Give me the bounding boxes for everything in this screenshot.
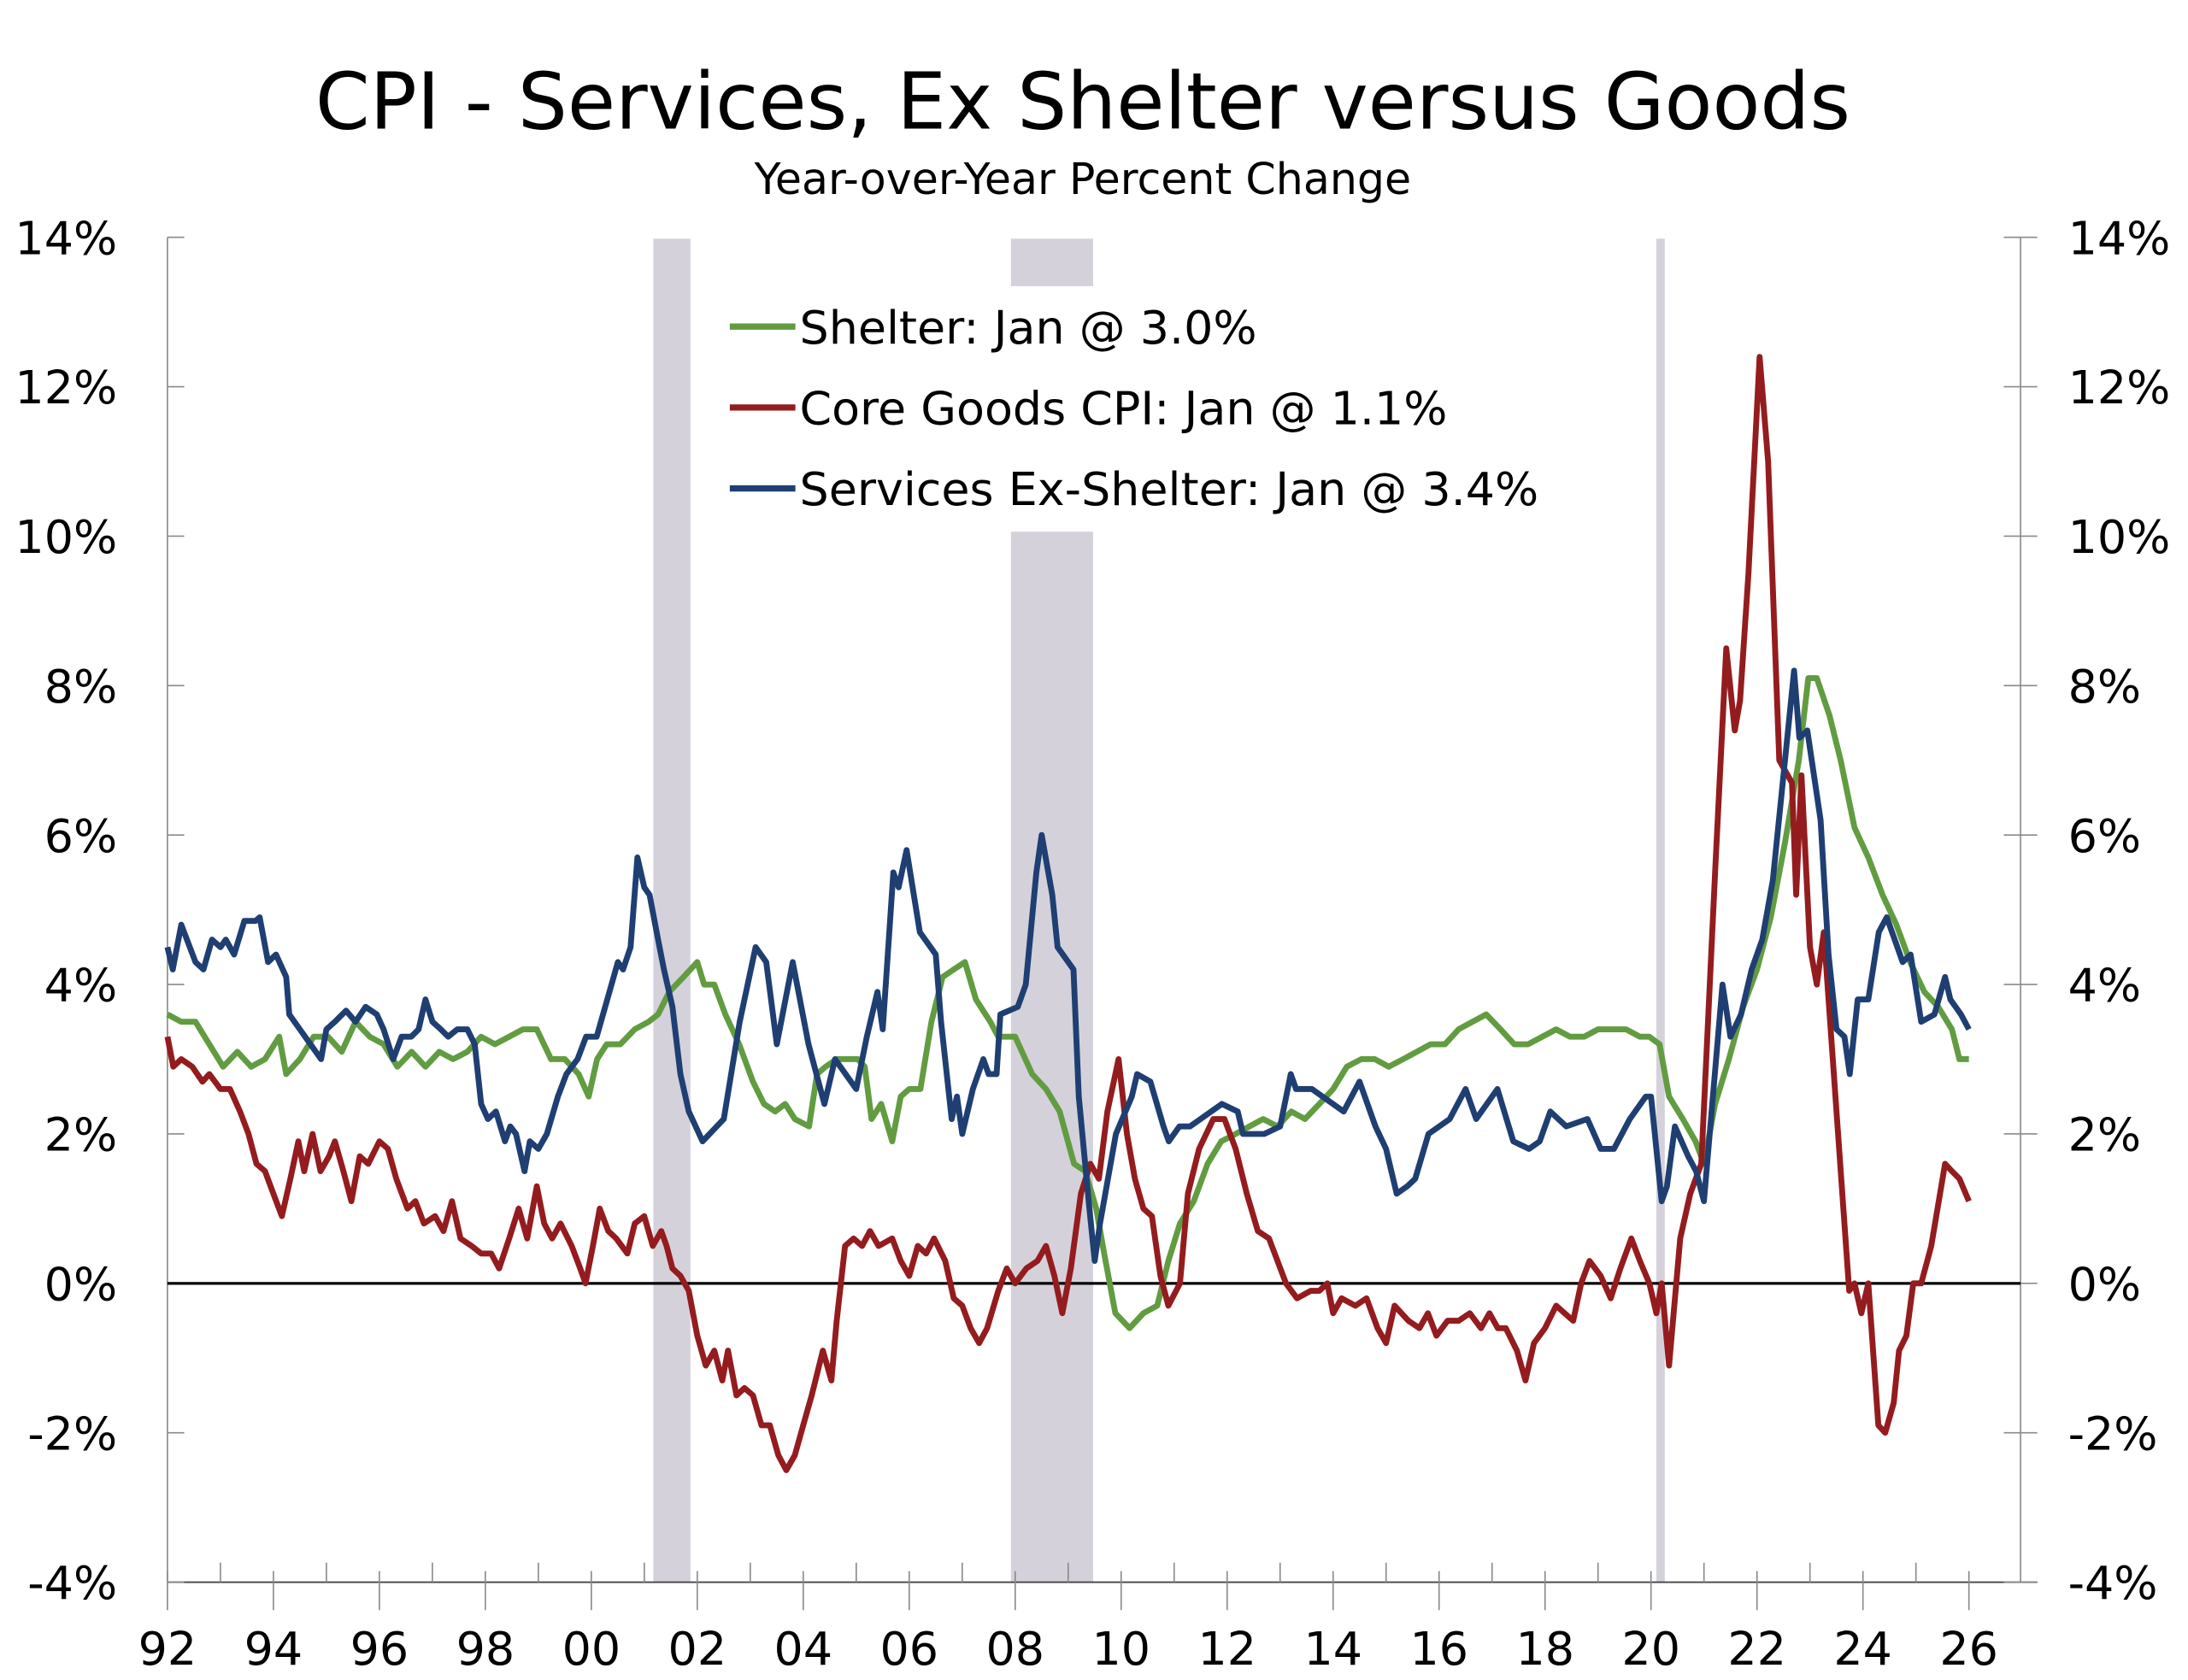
y-tick-label-left: -2% (27, 1407, 117, 1460)
y-tick-label-left: 8% (44, 660, 117, 714)
x-tick-label: 24 (1833, 1622, 1892, 1676)
x-tick-label: 10 (1092, 1622, 1151, 1676)
series-lines (164, 354, 1972, 1473)
y-tick-label-left: 6% (44, 809, 117, 863)
x-tick-label: 02 (668, 1622, 727, 1676)
x-tick-label: 26 (1939, 1622, 1998, 1676)
y-tick-label-right: 14% (2068, 211, 2171, 265)
x-tick-label: 08 (986, 1622, 1045, 1676)
x-tick-label: 94 (244, 1622, 303, 1676)
recession-bar (1656, 238, 1665, 1583)
x-tick-label: 22 (1727, 1622, 1786, 1676)
chart-subtitle: Year-over-Year Percent Change (754, 154, 1412, 204)
y-tick-label-right: 10% (2068, 510, 2171, 564)
y-tick-label-right: 0% (2068, 1257, 2141, 1311)
recession-bar (653, 238, 691, 1583)
legend-label: Shelter: Jan @ 3.0% (800, 301, 1257, 355)
x-tick-label: 04 (774, 1622, 833, 1676)
y-tick-label-right: 12% (2068, 361, 2171, 414)
y-tick-label-right: 2% (2068, 1108, 2141, 1162)
legend-label: Core Goods CPI: Jan @ 1.1% (800, 381, 1448, 435)
x-tick-label: 96 (350, 1622, 409, 1676)
y-tick-label-left: 0% (44, 1257, 117, 1311)
x-tick-label: 12 (1198, 1622, 1257, 1676)
chart-title: CPI - Services, Ex Shelter versus Goods (315, 56, 1850, 147)
x-tick-label: 14 (1303, 1622, 1362, 1676)
y-tick-label-left: -4% (27, 1556, 117, 1610)
x-tick-label: 20 (1621, 1622, 1680, 1676)
y-tick-label-left: 12% (15, 361, 117, 414)
x-tick-label: 98 (456, 1622, 515, 1676)
y-tick-label-left: 10% (15, 510, 117, 564)
x-tick-label: 18 (1515, 1622, 1574, 1676)
y-tick-label-left: 2% (44, 1108, 117, 1162)
y-tick-label-left: 4% (44, 959, 117, 1013)
x-tick-label: 00 (562, 1622, 621, 1676)
series-line-core-goods-cpi (164, 354, 1972, 1473)
y-tick-label-left: 14% (15, 211, 117, 265)
legend-label: Services Ex-Shelter: Jan @ 3.4% (800, 462, 1539, 516)
x-tick-label: 16 (1409, 1622, 1468, 1676)
axes: 14% 14% 12% 12% 10% 10% 8% 8% 6% 6% 4% 4% 2% 2% 0% 0% -2… (15, 211, 2170, 1676)
y-tick-label-right: -4% (2068, 1556, 2158, 1610)
series-line-shelter (166, 675, 1969, 1331)
y-tick-label-right: -2% (2068, 1407, 2158, 1460)
legend-box (714, 285, 1640, 532)
series-line-services-ex-shelter (164, 667, 1972, 1265)
x-tick-label: 92 (138, 1622, 197, 1676)
legend: Shelter: Jan @ 3.0% Core Goods CPI: Jan @… (714, 285, 1640, 532)
x-tick-label: 06 (880, 1622, 939, 1676)
y-tick-label-right: 4% (2068, 959, 2141, 1013)
y-tick-label-right: 8% (2068, 660, 2141, 714)
y-tick-label-right: 6% (2068, 809, 2141, 863)
